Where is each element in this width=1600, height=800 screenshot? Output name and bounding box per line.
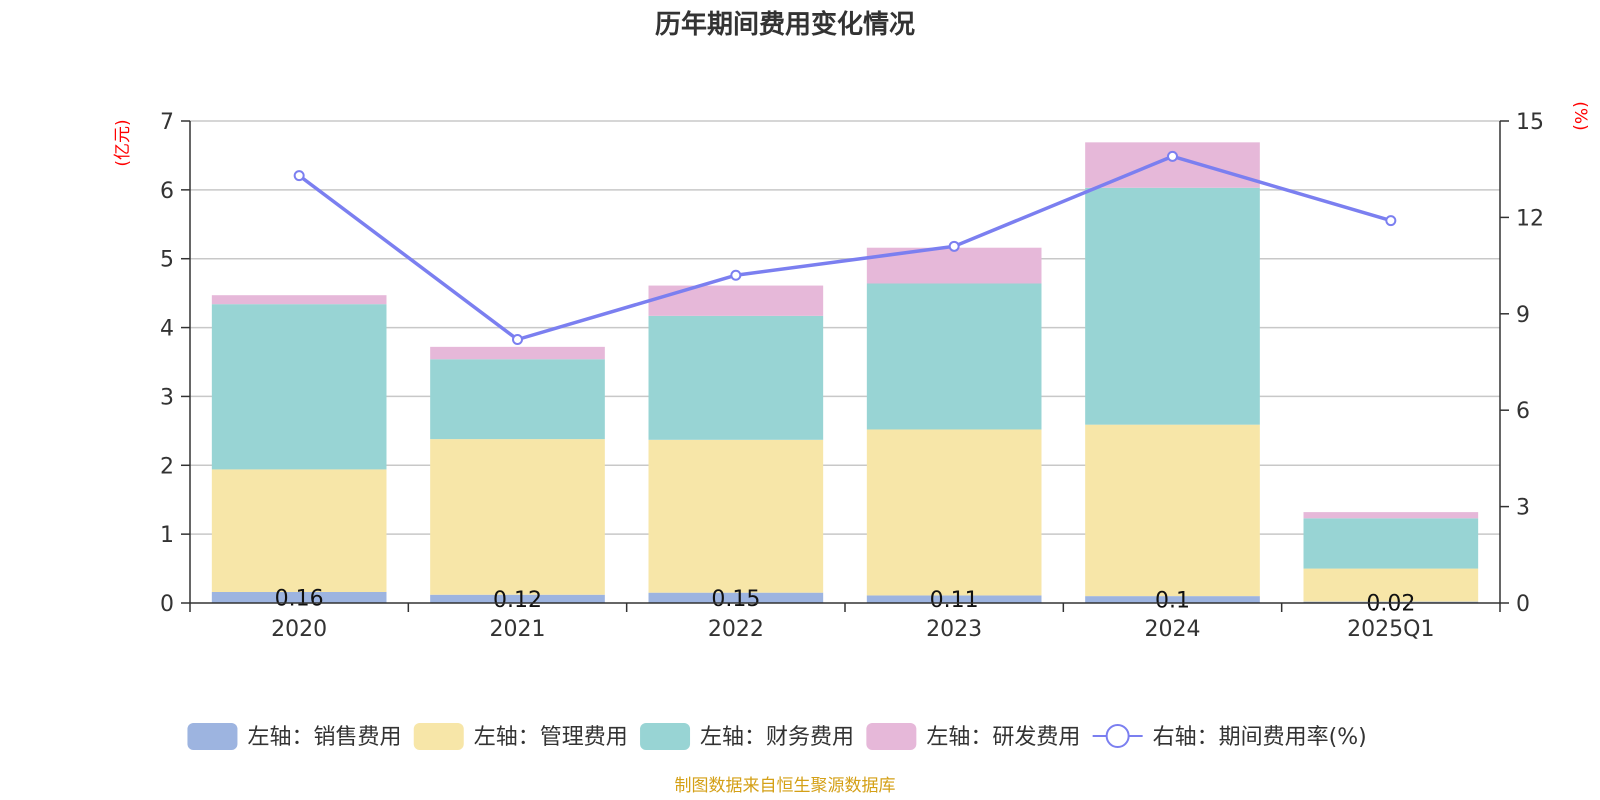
legend-label: 左轴：财务费用 [700, 725, 854, 750]
line-point [1167, 150, 1178, 162]
bar-segment [866, 595, 1042, 603]
legend-swatch [640, 723, 691, 750]
right-axis-tick-label: 6 [1516, 399, 1530, 424]
bar-value-label: 0.02 [1366, 591, 1415, 616]
legend-swatch [413, 723, 464, 750]
x-axis-tick-label: 2025Q1 [1347, 617, 1434, 642]
legend-item[interactable]: 左轴：管理费用 [413, 723, 628, 750]
legend-swatch [866, 723, 917, 750]
right-axis-tick-label: 15 [1516, 110, 1544, 135]
x-axis-tick-label: 2020 [271, 617, 327, 642]
bar-segment [430, 439, 605, 595]
right-axis-tick-label: 0 [1516, 592, 1530, 617]
bar-segment [648, 285, 824, 316]
legend-marker-swatch [1105, 724, 1130, 748]
bar-segment [1085, 187, 1260, 425]
bar-value-label: 0.1 [1155, 589, 1190, 614]
line-point [293, 170, 305, 182]
bar-value-label: 0.15 [711, 587, 760, 612]
bars [211, 142, 1479, 603]
line-series [293, 150, 1397, 346]
bar-segment [648, 315, 824, 440]
bar-segment [430, 359, 605, 440]
bar-value-label: 0.16 [275, 586, 324, 611]
bar-segment [1303, 518, 1479, 569]
bar-segment [866, 429, 1042, 596]
right-axis-tick-label: 9 [1516, 303, 1530, 328]
left-axis-tick-label: 4 [160, 317, 174, 342]
left-axis-tick-label: 7 [160, 110, 174, 135]
left-axis-tick-label: 1 [160, 523, 174, 548]
legend-item[interactable]: 左轴：财务费用 [640, 723, 854, 750]
line-point [1385, 215, 1397, 227]
bar-segment [648, 592, 824, 603]
line-point [512, 334, 523, 346]
right-axis-tick-label: 12 [1516, 206, 1544, 231]
legend-label: 左轴：管理费用 [474, 725, 628, 750]
legend-label: 右轴：期间费用率(%) [1153, 725, 1367, 750]
bar-segment [648, 439, 824, 593]
right-axis-tick-label: 3 [1516, 496, 1530, 521]
x-axis-tick-label: 2024 [1145, 617, 1201, 642]
bar-segment [430, 594, 605, 603]
bar-segment [211, 591, 387, 603]
left-axis-tick-label: 6 [160, 179, 174, 204]
legend-item[interactable]: 右轴：期间费用率(%) [1092, 724, 1367, 750]
bar-value-label: 0.11 [930, 588, 979, 613]
bar-segment [1085, 596, 1260, 603]
line-point [730, 269, 742, 281]
bar-labels: 0.16 0.12 0.15 0.11 0.1 0.02 [275, 586, 1416, 616]
bar-segment [211, 469, 387, 592]
legend-item[interactable]: 左轴：研发费用 [866, 723, 1080, 750]
bar-segment [1303, 568, 1479, 602]
left-axis-tick-label: 2 [160, 454, 174, 479]
bar-segment [866, 283, 1042, 430]
left-axis-tick-label: 3 [160, 385, 174, 410]
source-note: 制图数据来自恒生聚源数据库 [675, 776, 896, 796]
bar-segment [430, 346, 605, 360]
line-path [298, 154, 1392, 342]
legend-swatch [187, 723, 238, 750]
left-axis-tick-label: 0 [160, 592, 174, 617]
x-axis-tick-label: 2021 [490, 617, 546, 642]
bar-segment [1303, 512, 1479, 519]
line-point [948, 240, 960, 252]
left-axis-unit: (亿元) [113, 119, 133, 166]
x-axis-tick-label: 2022 [708, 617, 764, 642]
bar-segment [1085, 424, 1260, 597]
legend-label: 左轴：销售费用 [247, 725, 401, 750]
bar-segment [211, 304, 387, 470]
bar-value-label: 0.12 [493, 588, 542, 613]
chart-title: 历年期间费用变化情况 [655, 9, 915, 40]
right-axis-unit: (%) [1570, 101, 1590, 130]
x-axis-tick-label: 2023 [926, 617, 982, 642]
legend[interactable]: 左轴：销售费用 左轴：管理费用 左轴：财务费用 左轴：研发费用 右轴：期间费用率(%) [187, 723, 1367, 750]
legend-item[interactable]: 左轴：销售费用 [187, 723, 401, 750]
bar-segment [211, 295, 387, 305]
legend-label: 左轴：研发费用 [926, 725, 1080, 750]
left-axis-tick-label: 5 [160, 248, 174, 273]
